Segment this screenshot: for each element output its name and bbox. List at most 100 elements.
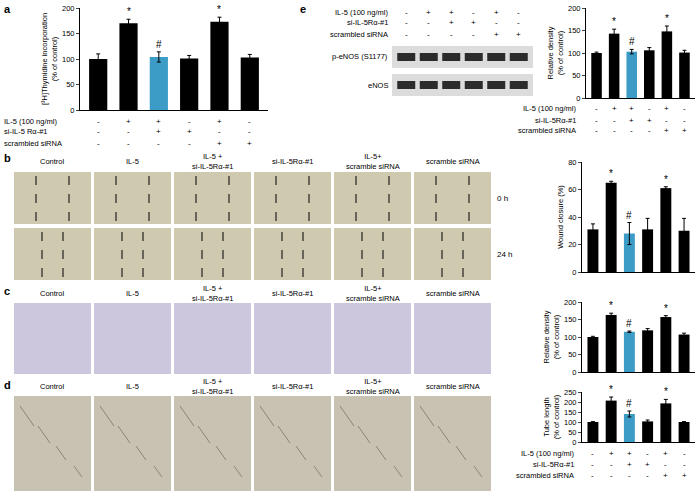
svg-text:50: 50	[568, 350, 576, 359]
svg-text:IL-5+scramble siRNA: IL-5+scramble siRNA	[346, 377, 400, 396]
svg-text:*: *	[609, 384, 613, 395]
svg-text:-: -	[646, 471, 649, 480]
svg-text:IL-5: IL-5	[126, 382, 139, 391]
svg-text:-: -	[218, 127, 221, 136]
svg-text:#: #	[626, 318, 632, 329]
svg-text:100: 100	[564, 418, 577, 427]
svg-text:+: +	[609, 449, 614, 458]
svg-text:#: #	[629, 36, 635, 47]
svg-text:100: 100	[568, 49, 581, 58]
svg-text:p-eNOS (S1177): p-eNOS (S1177)	[332, 52, 388, 61]
svg-text:si-IL-5Rα-#1: si-IL-5Rα-#1	[272, 382, 313, 391]
svg-text:+: +	[682, 126, 687, 135]
svg-text:a: a	[4, 3, 11, 15]
svg-text:+: +	[682, 471, 687, 480]
svg-text:+: +	[247, 139, 252, 148]
svg-text:IL-5 +si-IL-5Rα-#1: IL-5 +si-IL-5Rα-#1	[192, 152, 233, 171]
svg-text:-: -	[127, 139, 130, 148]
svg-text:*: *	[217, 4, 221, 15]
svg-text:-: -	[405, 30, 408, 39]
svg-text:50: 50	[66, 80, 74, 89]
svg-text:*: *	[664, 303, 668, 314]
svg-text:200: 200	[564, 298, 577, 307]
svg-text:c: c	[4, 285, 10, 297]
svg-text:eNOS: eNOS	[368, 81, 388, 90]
svg-text:+: +	[664, 104, 669, 113]
svg-text:0: 0	[70, 106, 74, 115]
svg-text:+: +	[449, 8, 454, 17]
svg-text:Relative density(% of control): Relative density(% of control)	[542, 310, 561, 363]
svg-text:50: 50	[568, 428, 576, 437]
svg-text:*: *	[664, 174, 668, 185]
svg-text:+: +	[471, 18, 476, 27]
svg-text:-: -	[628, 471, 631, 480]
svg-text:*: *	[609, 168, 613, 179]
svg-text:0: 0	[572, 438, 576, 447]
svg-text:+: +	[449, 18, 454, 27]
svg-text:scramble siRNA: scramble siRNA	[426, 382, 480, 391]
svg-text:+: +	[627, 449, 632, 458]
svg-text:-: -	[595, 116, 598, 125]
svg-text:*: *	[664, 386, 668, 397]
svg-text:-: -	[248, 127, 251, 136]
svg-text:-: -	[97, 139, 100, 148]
svg-text:100: 100	[62, 55, 75, 64]
svg-text:Control: Control	[40, 157, 65, 166]
svg-text:-: -	[648, 126, 651, 135]
svg-text:e: e	[300, 3, 306, 15]
svg-text:*: *	[612, 16, 616, 27]
svg-text:-: -	[405, 18, 408, 27]
svg-text:-: -	[683, 116, 686, 125]
svg-text:-: -	[648, 104, 651, 113]
svg-text:si-IL-5Rα-#1: si-IL-5Rα-#1	[347, 18, 388, 27]
svg-text:200: 200	[62, 4, 75, 13]
svg-text:-: -	[427, 30, 430, 39]
svg-text:+: +	[516, 30, 521, 39]
svg-text:-: -	[97, 127, 100, 136]
svg-text:IL-5 +si-IL-5Rα-#1: IL-5 +si-IL-5Rα-#1	[192, 284, 233, 303]
svg-text:+: +	[645, 460, 650, 469]
svg-text:+: +	[217, 139, 222, 148]
svg-text:scrambled siRNA: scrambled siRNA	[516, 471, 574, 480]
svg-text:+: +	[156, 117, 161, 126]
svg-text:-: -	[665, 116, 668, 125]
svg-text:-: -	[157, 139, 160, 148]
svg-text:+: +	[629, 116, 634, 125]
svg-text:+: +	[663, 449, 668, 458]
svg-text:0: 0	[572, 368, 576, 377]
svg-text:#: #	[626, 210, 632, 221]
svg-text:#: #	[626, 398, 632, 409]
svg-text:+: +	[627, 460, 632, 469]
svg-text:-: -	[595, 126, 598, 135]
svg-text:si-IL-5 Rα-#1: si-IL-5 Rα-#1	[4, 127, 48, 136]
svg-text:+: +	[494, 8, 499, 17]
svg-text:scrambled siRNA: scrambled siRNA	[518, 126, 576, 135]
svg-text:IL-5 (100 ng/ml): IL-5 (100 ng/ml)	[521, 449, 574, 458]
svg-text:40: 40	[568, 213, 576, 222]
svg-text:-: -	[613, 126, 616, 135]
svg-text:+: +	[612, 104, 617, 113]
svg-text:250: 250	[564, 388, 577, 397]
svg-text:Tube length(% of control): Tube length(% of control)	[542, 394, 561, 439]
svg-text:IL-5 +si-IL-5Rα-#1: IL-5 +si-IL-5Rα-#1	[192, 377, 233, 396]
svg-text:-: -	[472, 30, 475, 39]
svg-text:IL-5 (100 ng/ml): IL-5 (100 ng/ml)	[523, 104, 576, 113]
svg-text:-: -	[405, 8, 408, 17]
svg-text:d: d	[4, 379, 11, 391]
svg-text:Control: Control	[40, 382, 65, 391]
svg-text:-: -	[97, 117, 100, 126]
svg-text:[³H]Thymidine incorporation(%: [³H]Thymidine incorporation(% of control…	[40, 13, 59, 105]
svg-text:150: 150	[62, 29, 75, 38]
svg-text:Wound closure (%): Wound closure (%)	[556, 185, 565, 249]
svg-text:*: *	[665, 13, 669, 24]
svg-text:si-IL-5Rα-#1: si-IL-5Rα-#1	[272, 289, 313, 298]
svg-text:+: +	[664, 126, 669, 135]
svg-text:-: -	[188, 117, 191, 126]
svg-text:-: -	[472, 8, 475, 17]
svg-text:-: -	[450, 30, 453, 39]
svg-text:0: 0	[576, 94, 580, 103]
svg-text:+: +	[629, 104, 634, 113]
svg-text:150: 150	[564, 315, 577, 324]
svg-text:+: +	[126, 117, 131, 126]
svg-text:-: -	[248, 117, 251, 126]
